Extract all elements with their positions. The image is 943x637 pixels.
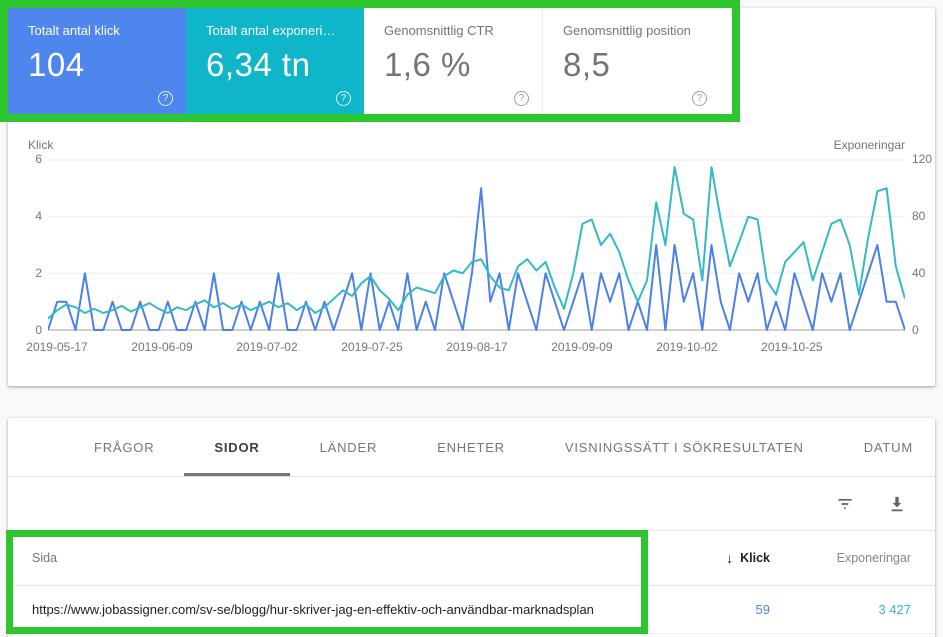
y-axis-tick: 6 xyxy=(35,152,42,166)
chart-plot-area: 6 4 2 0 120 80 40 0 xyxy=(35,152,932,337)
x-axis-tick: 2019-08-17 xyxy=(446,340,508,354)
card-total-clicks[interactable]: Totalt antal klick 104 ? xyxy=(8,8,186,115)
dimension-tabs: FRÅGOR SIDOR LÄNDER ENHETER VISNINGSSÄTT… xyxy=(8,418,935,477)
y-axis-tick: 40 xyxy=(912,266,926,280)
card-value: 8,5 xyxy=(563,46,611,83)
clicks-value: 59 xyxy=(755,602,770,617)
help-icon[interactable]: ? xyxy=(514,91,529,106)
card-average-position[interactable]: Genomsnittlig position 8,5 ? xyxy=(542,8,720,115)
tab-sidor[interactable]: SIDOR xyxy=(184,418,289,476)
column-header-impressions[interactable]: Exponeringar xyxy=(836,551,911,565)
table-header-row: Sida ↓ Klick Exponeringar xyxy=(8,531,935,586)
card-value: 1,6 % xyxy=(384,46,471,83)
x-axis-tick: 2019-05-17 xyxy=(26,340,88,354)
card-label: Genomsnittlig CTR xyxy=(384,23,494,38)
y-axis-tick: 120 xyxy=(912,152,933,166)
help-icon[interactable]: ? xyxy=(158,91,173,106)
x-axis-tick: 2019-09-09 xyxy=(551,340,613,354)
help-icon[interactable]: ? xyxy=(336,91,351,106)
card-label: Totalt antal klick xyxy=(28,23,120,38)
download-icon[interactable] xyxy=(885,492,909,516)
metric-cards: Totalt antal klick 104 ? Totalt antal ex… xyxy=(8,8,935,115)
card-value: 104 xyxy=(28,46,85,83)
card-label: Totalt antal exponeri… xyxy=(206,23,336,38)
performance-panel: Totalt antal klick 104 ? Totalt antal ex… xyxy=(8,8,935,386)
right-axis-title: Exponeringar xyxy=(833,138,905,152)
left-axis-title: Klick xyxy=(28,138,54,152)
y-axis-tick: 0 xyxy=(912,323,919,337)
table-toolbar xyxy=(8,477,935,531)
tab-lander[interactable]: LÄNDER xyxy=(319,439,378,455)
column-header-clicks[interactable]: ↓ Klick xyxy=(640,550,770,566)
card-average-ctr[interactable]: Genomsnittlig CTR 1,6 % ? xyxy=(364,8,542,115)
x-axis-tick: 2019-07-02 xyxy=(236,340,298,354)
y-axis-tick: 4 xyxy=(35,209,42,223)
column-header-clicks-label: Klick xyxy=(740,551,770,565)
filter-icon[interactable] xyxy=(833,492,857,516)
card-value: 6,34 tn xyxy=(206,46,311,83)
y-axis-tick: 0 xyxy=(35,323,42,337)
x-axis-tick: 2019-07-25 xyxy=(341,340,403,354)
chart-svg xyxy=(48,159,905,331)
tab-enheter[interactable]: ENHETER xyxy=(437,439,505,455)
column-header-page[interactable]: Sida xyxy=(32,551,58,565)
x-axis-tick: 2019-06-09 xyxy=(131,340,193,354)
page-url-link[interactable]: https://www.jobassigner.com/sv-se/blogg/… xyxy=(32,602,594,617)
x-axis-tick: 2019-10-25 xyxy=(761,340,823,354)
results-panel: FRÅGOR SIDOR LÄNDER ENHETER VISNINGSSÄTT… xyxy=(8,418,935,637)
help-icon[interactable]: ? xyxy=(692,91,707,106)
y-axis-tick: 2 xyxy=(35,266,42,280)
sort-arrow-icon: ↓ xyxy=(726,550,734,566)
y-axis-tick: 80 xyxy=(912,209,926,223)
tab-visningssatt[interactable]: VISNINGSSÄTT I SÖKRESULTATEN xyxy=(564,439,804,455)
table-row[interactable]: https://www.jobassigner.com/sv-se/blogg/… xyxy=(8,586,935,634)
tab-fragor[interactable]: FRÅGOR xyxy=(94,439,155,455)
performance-chart: Klick Exponeringar 6 4 2 0 120 80 40 0 xyxy=(8,138,935,358)
tab-datum[interactable]: DATUM xyxy=(863,439,913,455)
x-axis-tick: 2019-10-02 xyxy=(656,340,718,354)
card-total-impressions[interactable]: Totalt antal exponeri… 6,34 tn ? xyxy=(186,8,364,115)
card-label: Genomsnittlig position xyxy=(563,23,691,38)
impressions-value: 3 427 xyxy=(878,602,911,617)
